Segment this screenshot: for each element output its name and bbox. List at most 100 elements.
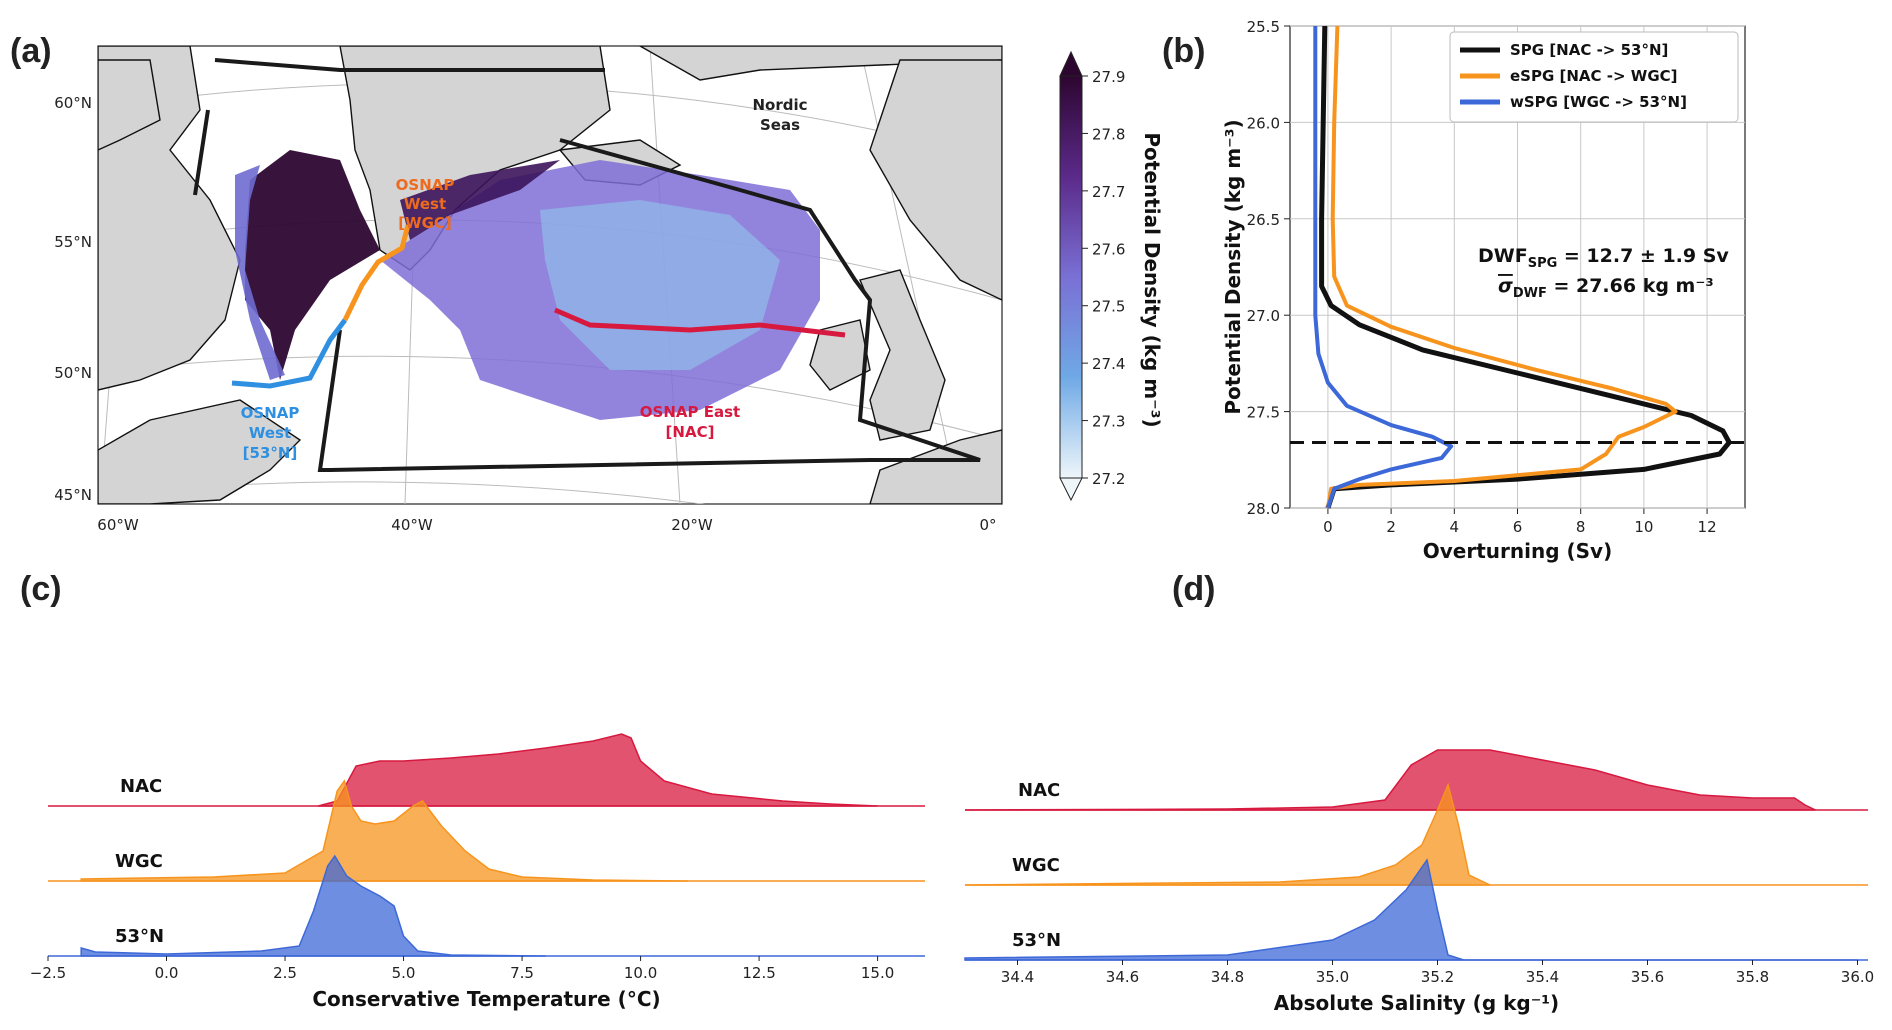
land-newfoundland [98, 399, 302, 504]
x-tick-label: 6 [1513, 518, 1523, 536]
panel-label-d: (d) [1172, 570, 1215, 608]
ridge-area-2 [80, 854, 546, 957]
x-tick-label: 34.8 [1211, 968, 1244, 986]
region-boundary [193, 58, 981, 472]
ridge-label-0: NAC [120, 776, 162, 797]
overturning-chart: 0 2 4 6 8 10 12 25.5 26.0 26.5 27.0 27.5 28.0 SPG [NA… [1221, 18, 1746, 563]
ridge-area-0 [964, 749, 1816, 811]
colorbar-tick-label: 27.8 [1092, 125, 1125, 143]
osnap-west-53-line [231, 318, 347, 389]
ridge-label-1: WGC [115, 851, 163, 872]
colorbar-label: Potential Density (kg m⁻³) [1140, 132, 1164, 427]
x-tick-label: 35.6 [1631, 968, 1664, 986]
x-tick-label: 2 [1386, 518, 1396, 536]
x-tick-label: 35.2 [1421, 968, 1454, 986]
colorbar-extend-bottom [1059, 477, 1083, 502]
colorbar-tick-label: 27.9 [1092, 68, 1125, 86]
x-tick-label: 0 [1323, 518, 1333, 536]
lat-label-60: 60°N [54, 94, 92, 112]
lon-label-20w: 20°W [671, 516, 713, 534]
legend-label: SPG [NAC -> 53°N] [1510, 41, 1668, 59]
legend-label: eSPG [NAC -> WGC] [1510, 67, 1678, 85]
lon-label-0: 0° [979, 516, 996, 534]
colorbar-tick-label: 27.3 [1092, 413, 1125, 431]
label-osnap-east-2: [NAC] [666, 423, 715, 441]
x-tick-label: 5.0 [392, 964, 416, 982]
map-panel: Nordic Seas OSNAP West [WGC] OSNAP West … [54, 45, 1003, 534]
series-line-0 [1319, 25, 1732, 509]
x-tick-label: 2.5 [273, 964, 297, 982]
salinity-ridgeline-chart: NAC WGC 53°N 34.4 34.6 34.8 35.0 35.2 35.4 35.6 35… [964, 749, 1874, 1015]
colorbar-tick-label: 27.6 [1092, 240, 1125, 258]
ridge-label-1: WGC [1012, 855, 1060, 876]
colorbar: 27.9 27.8 27.7 27.6 27.5 27.4 27.3 27.2 Potenti… [1059, 50, 1164, 502]
x-tick-label: 35.4 [1526, 968, 1559, 986]
label-osnap-wgc-1: OSNAP [396, 176, 455, 194]
lon-label-40w: 40°W [391, 516, 433, 534]
x-tick-label: 35.0 [1316, 968, 1349, 986]
lat-label-45: 45°N [54, 486, 92, 504]
x-axis-label: Overturning (Sv) [1423, 539, 1612, 563]
lat-label-55: 55°N [54, 233, 92, 251]
density-irminger [400, 160, 560, 240]
x-tick-label: 36.0 [1841, 968, 1874, 986]
x-axis-label: Conservative Temperature (°C) [312, 987, 660, 1011]
label-osnap-53-2: West [249, 424, 291, 442]
x-axis-label: Absolute Salinity (g kg⁻¹) [1274, 991, 1559, 1015]
x-tick-label: 34.6 [1106, 968, 1139, 986]
colorbar-tick-label: 27.4 [1092, 355, 1125, 373]
label-osnap-wgc-2: West [404, 195, 446, 213]
panel-label-b: (b) [1162, 32, 1205, 70]
panel-label-a: (a) [10, 32, 52, 70]
ridge-area-1 [80, 779, 689, 882]
series-line-1 [1325, 25, 1678, 509]
series-line-2 [1313, 26, 1454, 509]
label-osnap-53-1: OSNAP [241, 404, 300, 422]
y-tick-label: 26.5 [1247, 211, 1280, 229]
legend-label: wSPG [WGC -> 53°N] [1510, 93, 1687, 111]
y-tick-label: 28.0 [1247, 500, 1280, 518]
legend-box [1449, 31, 1739, 123]
colorbar-bar [1059, 75, 1083, 479]
x-tick-label: −2.5 [30, 964, 66, 982]
dwf-annotation: DWFSPG = 12.7 ± 1.9 Sv [1478, 245, 1729, 271]
sigma-annotation: σDWF = 27.66 kg m⁻³ [1498, 275, 1714, 301]
ridge-area-1 [964, 782, 1491, 886]
x-tick-label: 12.5 [742, 964, 775, 982]
lon-label-60w: 60°W [97, 516, 139, 534]
colorbar-tick-label: 27.2 [1092, 470, 1125, 488]
x-tick-label: 4 [1450, 518, 1460, 536]
x-tick-label: 10 [1634, 518, 1653, 536]
ridge-label-2: 53°N [115, 926, 164, 947]
x-tick-label: 10.0 [624, 964, 657, 982]
land-scandinavia [869, 59, 1002, 301]
colorbar-tick-label: 27.7 [1092, 183, 1125, 201]
land-baffin [98, 59, 161, 151]
label-nordic-2: Seas [760, 116, 800, 134]
x-tick-label: 7.5 [510, 964, 534, 982]
y-axis-label: Potential Density (kg m⁻³) [1221, 119, 1245, 414]
colorbar-extend-top [1059, 50, 1083, 77]
density-labrador-edge [235, 165, 285, 380]
panel-label-c: (c) [20, 570, 62, 608]
y-tick-label: 25.5 [1247, 18, 1280, 36]
colorbar-tick-label: 27.5 [1092, 298, 1125, 316]
y-tick-label: 26.0 [1247, 114, 1280, 132]
land-britain [859, 269, 946, 441]
x-tick-label: 12 [1698, 518, 1717, 536]
ridge-label-0: NAC [1018, 780, 1060, 801]
land-france [869, 429, 1002, 504]
label-nordic-1: Nordic [752, 96, 807, 114]
x-tick-label: 34.4 [1001, 968, 1034, 986]
ridge-area-2 [964, 858, 1858, 961]
y-tick-label: 27.0 [1247, 307, 1280, 325]
legend: SPG [NAC -> 53°N] eSPG [NAC -> WGC] wSPG [… [1449, 31, 1739, 123]
x-tick-label: 35.8 [1736, 968, 1769, 986]
x-tick-label: 15.0 [861, 964, 894, 982]
osnap-west-wgc-line [342, 224, 411, 322]
osnap-east-line [554, 307, 846, 338]
land-ireland [809, 319, 871, 391]
label-osnap-east-1: OSNAP East [640, 403, 740, 421]
x-tick-label: 0.0 [155, 964, 179, 982]
